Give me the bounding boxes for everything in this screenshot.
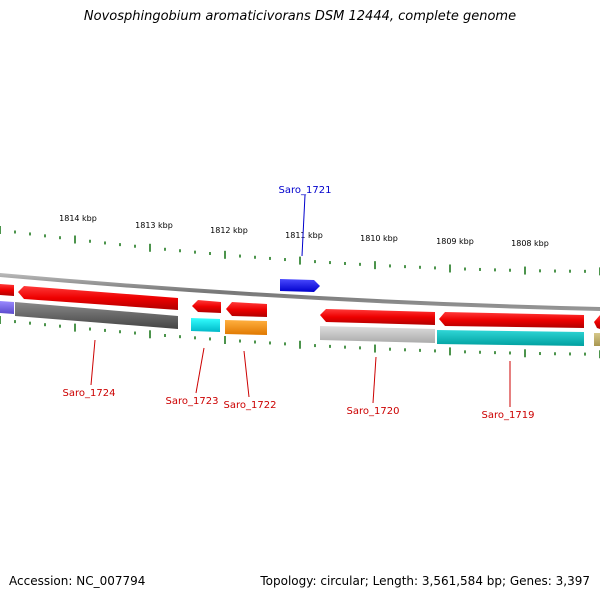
gene-saro-1719[interactable] bbox=[439, 312, 584, 328]
feature-bar-purple[interactable] bbox=[0, 301, 14, 314]
feature-bar-dark-gray[interactable] bbox=[15, 302, 178, 329]
gene-label-saro-1724[interactable]: Saro_1724 bbox=[63, 388, 116, 399]
genome-backbone bbox=[0, 273, 600, 311]
ruler-label: 1814 kbp bbox=[59, 214, 97, 223]
gene-label-saro-1721[interactable]: Saro_1721 bbox=[279, 185, 332, 196]
genome-summary-text: Topology: circular; Length: 3,561,584 bp… bbox=[260, 574, 590, 588]
ruler-label: 1812 kbp bbox=[210, 226, 248, 235]
ruler-label: 1813 kbp bbox=[135, 221, 173, 230]
gene-label-saro-1722[interactable]: Saro_1722 bbox=[224, 400, 277, 411]
gene-label-saro-1720[interactable]: Saro_1720 bbox=[347, 406, 400, 417]
gene-saro-1720[interactable] bbox=[320, 309, 435, 325]
inner-ruler-ticks bbox=[0, 316, 600, 359]
leader-line-saro-1720 bbox=[372, 356, 377, 404]
gene-saro-1724[interactable] bbox=[18, 286, 178, 310]
leader-line-saro-1721 bbox=[301, 194, 306, 257]
accession-text: Accession: NC_007794 bbox=[9, 574, 146, 588]
feature-bar-light-gray[interactable] bbox=[320, 326, 435, 343]
outer-ruler-ticks bbox=[0, 226, 600, 276]
leader-line-saro-1723 bbox=[195, 347, 205, 394]
gene-saro-1723[interactable] bbox=[192, 300, 221, 313]
ruler-label: 1809 kbp bbox=[436, 237, 474, 246]
leader-line-saro-1722 bbox=[243, 350, 250, 398]
gene-partial-right[interactable] bbox=[594, 315, 600, 329]
leader-line-saro-1724 bbox=[90, 339, 96, 386]
ruler-label: 1810 kbp bbox=[360, 234, 398, 243]
ruler-label: 1811 kbp bbox=[285, 231, 323, 240]
gene-partial-left[interactable] bbox=[0, 284, 14, 296]
feature-bar-teal[interactable] bbox=[437, 330, 584, 346]
gene-label-saro-1723[interactable]: Saro_1723 bbox=[166, 396, 219, 407]
feature-bar-cyan[interactable] bbox=[191, 318, 220, 332]
ruler-label: 1808 kbp bbox=[511, 239, 549, 248]
genome-title: Novosphingobium aromaticivorans DSM 1244… bbox=[83, 9, 517, 24]
gene-label-saro-1719[interactable]: Saro_1719 bbox=[482, 410, 535, 421]
feature-bar-orange[interactable] bbox=[225, 320, 267, 335]
gene-saro-1721[interactable] bbox=[280, 279, 320, 292]
gene-saro-1722[interactable] bbox=[226, 302, 267, 317]
feature-bar-khaki[interactable] bbox=[594, 333, 600, 346]
